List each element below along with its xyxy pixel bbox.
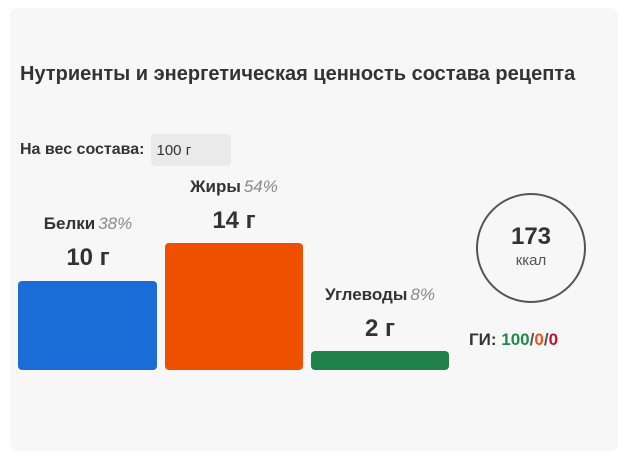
nutrient-bar-protein bbox=[18, 281, 157, 370]
nutrient-name: Белки bbox=[43, 214, 96, 233]
weight-row: На вес состава: bbox=[20, 134, 231, 166]
energy-value: 173 bbox=[510, 223, 552, 250]
gi-value-3: 0 bbox=[548, 330, 559, 349]
section-title: Нутриенты и энергетическая ценность сост… bbox=[20, 63, 576, 85]
nutrient-amount: 2 г bbox=[364, 315, 395, 342]
nutrient-bar-fat bbox=[165, 243, 303, 370]
nutrient-fat: Жиры 54% 14 г bbox=[164, 176, 304, 236]
gi-label: ГИ: bbox=[469, 330, 497, 349]
nutrient-percent: 8% bbox=[410, 285, 435, 304]
gi-value-2: 0 bbox=[534, 330, 544, 349]
gi-separator: / bbox=[529, 330, 535, 349]
nutrient-carbs: Углеводы 8% 2 г bbox=[310, 284, 450, 344]
nutrient-percent: 54% bbox=[243, 177, 278, 196]
nutrient-label: Белки 38% bbox=[18, 213, 158, 235]
nutrient-protein: Белки 38% 10 г bbox=[18, 213, 158, 273]
nutrient-label: Углеводы 8% bbox=[310, 284, 450, 306]
gi-separator: / bbox=[543, 330, 549, 349]
energy-badge: 173 ккал bbox=[476, 193, 586, 303]
nutrient-amount: 10 г bbox=[66, 244, 110, 271]
nutrient-name: Жиры bbox=[190, 177, 241, 196]
nutrient-label: Жиры 54% bbox=[164, 176, 304, 198]
nutrient-percent: 38% bbox=[98, 214, 133, 233]
nutrient-amount: 14 г bbox=[212, 207, 256, 234]
energy-unit: ккал bbox=[515, 252, 547, 269]
nutrient-name: Углеводы bbox=[325, 285, 408, 304]
weight-label: На вес состава: bbox=[20, 141, 145, 158]
weight-input[interactable] bbox=[150, 134, 231, 166]
nutrient-bar-carbs bbox=[311, 351, 449, 370]
glycemic-index: ГИ: 100/0/0 bbox=[469, 330, 558, 350]
gi-value-1: 100 bbox=[501, 330, 530, 349]
